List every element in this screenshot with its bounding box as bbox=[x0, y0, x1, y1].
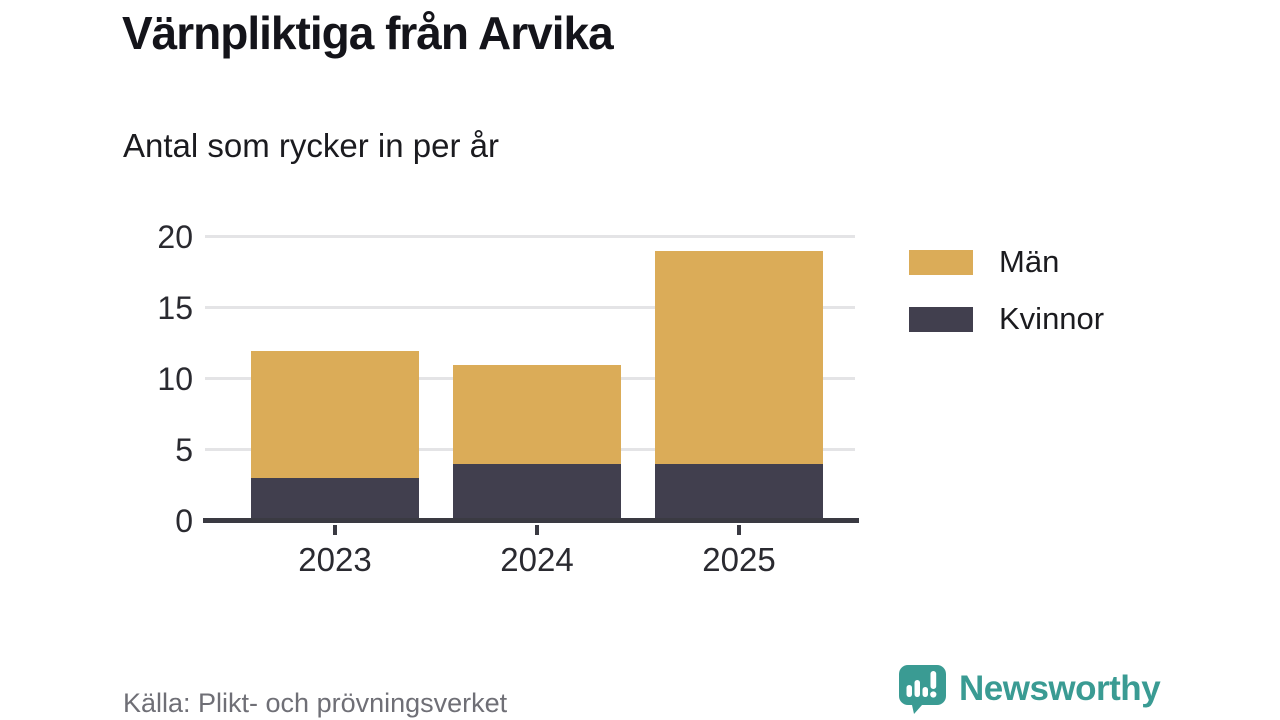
legend: Män Kvinnor bbox=[909, 244, 1104, 337]
newsworthy-logo-icon bbox=[899, 665, 946, 714]
y-tick-label-15: 15 bbox=[157, 290, 193, 326]
x-tick-2024 bbox=[535, 525, 539, 535]
plot-area: 0 5 10 15 20 2023 2024 2025 bbox=[157, 221, 859, 578]
x-tick-label-2023: 2023 bbox=[298, 541, 372, 578]
bar-segment-2024-Kvinnor bbox=[453, 464, 621, 521]
legend-swatch-Män bbox=[909, 249, 973, 275]
bar-segment-2025-Kvinnor bbox=[655, 464, 823, 521]
chart-title: Värnpliktiga från Arvika bbox=[122, 7, 614, 59]
y-tick-label-0: 0 bbox=[175, 503, 193, 539]
gridline-15 bbox=[205, 306, 855, 309]
legend-label-Kvinnor: Kvinnor bbox=[999, 301, 1105, 336]
legend-item-Män: Män bbox=[909, 244, 1104, 280]
x-axis-line bbox=[203, 518, 859, 523]
bar-segment-2023-Män bbox=[251, 350, 419, 479]
legend-swatch-Kvinnor bbox=[909, 306, 973, 332]
x-tick-label-2024: 2024 bbox=[500, 541, 574, 578]
legend-item-Kvinnor: Kvinnor bbox=[909, 301, 1104, 337]
legend-label-Män: Män bbox=[999, 244, 1060, 279]
gridline-20 bbox=[205, 235, 855, 238]
x-tick-2023 bbox=[333, 525, 337, 535]
chart-subtitle: Antal som rycker in per år bbox=[123, 127, 499, 164]
y-tick-label-5: 5 bbox=[175, 432, 193, 468]
bar-segment-2024-Män bbox=[453, 364, 621, 465]
bar-segment-2025-Män bbox=[655, 251, 823, 465]
y-tick-label-20: 20 bbox=[157, 219, 193, 255]
newsworthy-logo: Newsworthy bbox=[898, 664, 1161, 714]
newsworthy-logo-text: Newsworthy bbox=[959, 669, 1161, 708]
y-tick-label-10: 10 bbox=[157, 361, 193, 397]
source-note: Källa: Plikt- och prövningsverket bbox=[123, 688, 508, 718]
x-tick-label-2025: 2025 bbox=[702, 541, 776, 578]
x-tick-2025 bbox=[737, 525, 741, 535]
bar-segment-2023-Kvinnor bbox=[251, 478, 419, 521]
